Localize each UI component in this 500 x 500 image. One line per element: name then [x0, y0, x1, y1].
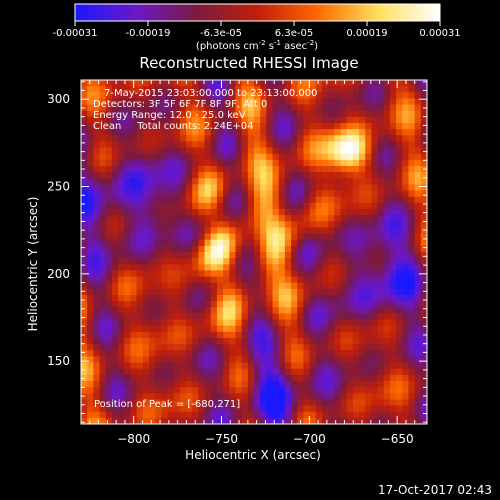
x-tick-label: −750	[205, 432, 238, 446]
colorbar-tick-label: -0.00031	[53, 28, 98, 39]
plot-frame	[80, 79, 428, 425]
y-tick-label: 250	[47, 180, 70, 194]
x-tick-label: −800	[117, 432, 150, 446]
colorbar-tick-label: -6.3e-05	[200, 28, 242, 39]
annotation-detectors: Detectors: 3F 5F 6F 7F 8F 9F, Att 0	[93, 99, 267, 110]
annotation-energy-range: Energy Range: 12.0 - 25.0 keV	[93, 110, 246, 121]
chart-title: Reconstructed RHESSI Image	[139, 54, 358, 72]
y-axis-label: Heliocentric Y (arcsec)	[26, 197, 40, 332]
annotation-clean-counts: Clean Total counts: 2.24E+04	[93, 121, 253, 132]
colorbar-tick-label: -0.00019	[126, 28, 171, 39]
colorbar-tick-labels: -0.00031 -0.00019 -6.3e-05 6.3e-05 0.00019 0.…	[53, 28, 461, 39]
x-axis-label: Heliocentric X (arcsec)	[185, 448, 321, 462]
annotation-peak-position: Position of Peak = [-680,271]	[94, 399, 240, 410]
colorbar-tick-label: 0.00031	[419, 28, 460, 39]
colorbar-ticks	[74, 21, 441, 26]
y-tick-label: 200	[47, 267, 70, 281]
annotation-time-range: 7-May-2015 23:03:00.000 to 23:13:00.000	[104, 88, 317, 99]
colorbar-tick-label: 6.3e-05	[275, 28, 313, 39]
y-tick-label: 150	[47, 354, 70, 368]
x-tick-label: −700	[293, 432, 326, 446]
colorbar-tick-label: 0.00019	[346, 28, 387, 39]
y-tick-label: 300	[47, 92, 70, 106]
colorbar-unit-label: (photons cm-2 s-1 asec-2)	[196, 39, 318, 52]
colorbar	[74, 3, 441, 22]
heatmap-image	[81, 80, 427, 424]
x-axis-ticks: −800 −750 −700 −650	[89, 80, 416, 446]
image-annotations: 7-May-2015 23:03:00.000 to 23:13:00.000 …	[93, 88, 317, 410]
y-axis-ticks: 150 200 250 300	[47, 81, 427, 423]
footer-timestamp: 17-Oct-2017 02:43	[378, 483, 492, 497]
x-tick-label: −650	[381, 432, 414, 446]
